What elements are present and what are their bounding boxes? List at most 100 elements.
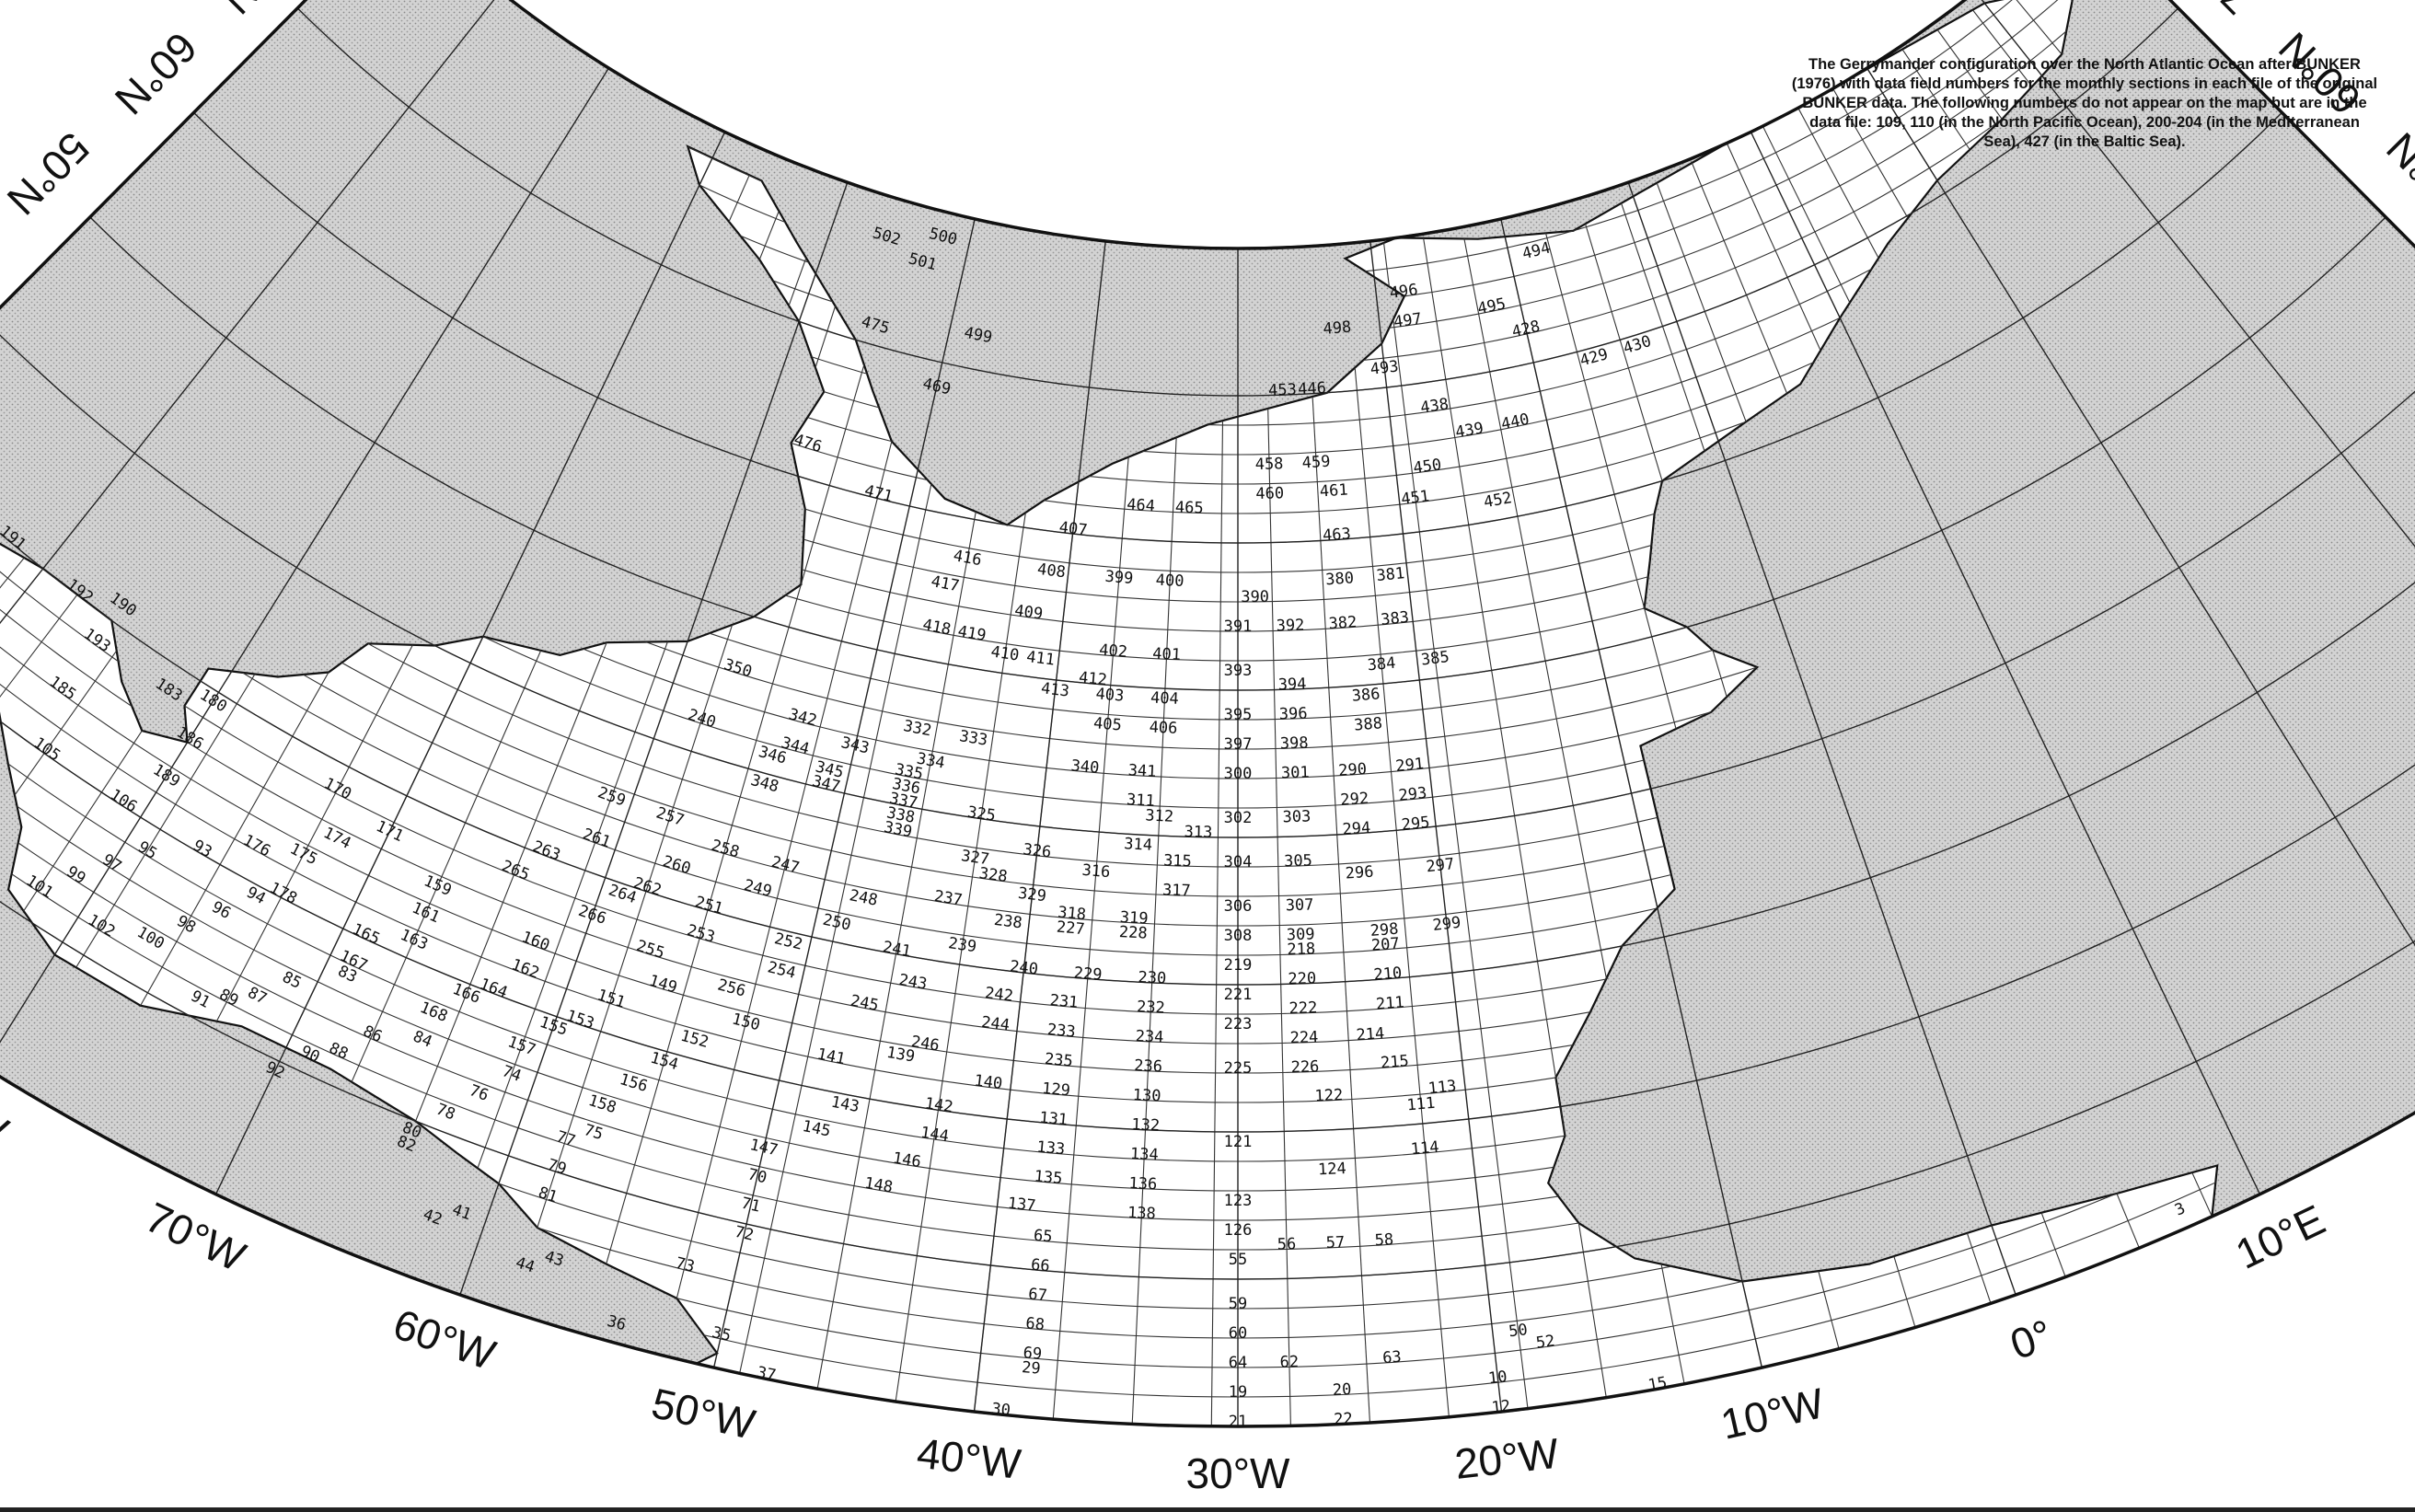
data-field-number: 12 bbox=[1491, 1397, 1512, 1417]
data-field-number: 146 bbox=[892, 1149, 922, 1172]
data-field-number: 135 bbox=[1034, 1167, 1063, 1188]
data-field-number: 292 bbox=[1340, 790, 1369, 810]
longitude-label: 50°W bbox=[647, 1379, 759, 1449]
data-field-number: 399 bbox=[1104, 568, 1134, 588]
data-field-number: 50 bbox=[1508, 1321, 1529, 1341]
data-field-number: 126 bbox=[1224, 1221, 1253, 1240]
data-field-number: 140 bbox=[973, 1072, 1003, 1094]
data-field-number: 63 bbox=[1382, 1348, 1403, 1368]
data-field-number: 67 bbox=[1027, 1285, 1047, 1305]
data-field-number: 215 bbox=[1380, 1052, 1409, 1072]
data-field-number: 144 bbox=[919, 1124, 950, 1146]
data-field-number: 220 bbox=[1288, 969, 1316, 988]
data-field-number: 224 bbox=[1289, 1028, 1318, 1047]
data-field-number: 405 bbox=[1092, 714, 1122, 734]
data-field-number: 123 bbox=[1224, 1192, 1253, 1210]
data-field-number: 225 bbox=[1224, 1059, 1253, 1078]
grid-line bbox=[0, 67, 609, 1068]
data-field-number: 340 bbox=[1070, 756, 1100, 778]
data-field-number: 138 bbox=[1127, 1204, 1157, 1223]
data-field-number: 211 bbox=[1375, 993, 1404, 1013]
data-field-number: 29 bbox=[1021, 1358, 1041, 1379]
data-field-number: 290 bbox=[1338, 760, 1368, 780]
data-field-number: 69 bbox=[1023, 1344, 1043, 1364]
data-field-number: 403 bbox=[1095, 685, 1125, 705]
data-field-number: 385 bbox=[1420, 648, 1450, 670]
data-field-number: 24 bbox=[1335, 1425, 1354, 1444]
longitude-label: 10°E bbox=[2228, 1195, 2332, 1278]
data-field-number: 221 bbox=[1224, 986, 1253, 1004]
data-field-number: 231 bbox=[1049, 991, 1079, 1012]
data-field-number: 463 bbox=[1322, 525, 1351, 545]
data-field-number: 132 bbox=[1131, 1115, 1161, 1135]
data-field-number: 136 bbox=[1128, 1174, 1158, 1194]
data-field-number: 66 bbox=[1030, 1256, 1050, 1276]
data-field-number: 402 bbox=[1098, 641, 1127, 662]
data-field-number: 131 bbox=[1038, 1109, 1068, 1130]
data-field-number: 60 bbox=[1229, 1324, 1247, 1343]
data-field-number: 38 bbox=[542, 1340, 565, 1363]
data-field-number: 234 bbox=[1135, 1027, 1164, 1046]
data-field-number: 228 bbox=[1118, 923, 1148, 943]
data-field-number: 465 bbox=[1175, 499, 1204, 518]
data-field-number: 70 bbox=[746, 1165, 768, 1187]
grid-line bbox=[1500, 218, 1763, 1368]
data-field-number: 303 bbox=[1282, 807, 1311, 826]
data-field-number: 142 bbox=[923, 1094, 953, 1116]
data-field-number: 59 bbox=[1229, 1295, 1247, 1313]
data-field-number: 246 bbox=[910, 1033, 941, 1056]
grid-line bbox=[1369, 240, 1503, 1413]
data-field-number: 381 bbox=[1376, 564, 1406, 585]
map-frame bbox=[0, 0, 2415, 1428]
data-field-number: 21 bbox=[1229, 1413, 1247, 1431]
data-field-number: 137 bbox=[1007, 1195, 1037, 1216]
data-field-number: 318 bbox=[1057, 904, 1086, 925]
coordinate-label: 50°N bbox=[0, 123, 98, 225]
data-field-number: 451 bbox=[1400, 487, 1430, 509]
data-field-number: 23 bbox=[1229, 1427, 1247, 1446]
data-field-number: 295 bbox=[1401, 814, 1431, 835]
data-field-number: 113 bbox=[1427, 1077, 1458, 1098]
data-field-number: 62 bbox=[1279, 1353, 1299, 1371]
data-field-number: 438 bbox=[1419, 395, 1450, 417]
data-field-number: 232 bbox=[1137, 998, 1166, 1017]
grid-line bbox=[459, 182, 849, 1296]
data-field-number: 307 bbox=[1285, 895, 1313, 915]
data-field-number: 237 bbox=[933, 887, 964, 910]
data-field-number: 407 bbox=[1058, 518, 1089, 539]
data-field-number: 461 bbox=[1319, 481, 1348, 502]
data-field-number: 297 bbox=[1426, 855, 1456, 876]
data-field-number: 207 bbox=[1370, 935, 1400, 955]
data-field-number: 380 bbox=[1325, 569, 1355, 589]
data-field-number: 317 bbox=[1162, 881, 1191, 900]
data-field-number: 35 bbox=[711, 1323, 733, 1345]
data-field-number: 382 bbox=[1328, 613, 1358, 633]
data-field-number: 238 bbox=[993, 911, 1023, 933]
data-field-number: 227 bbox=[1056, 918, 1085, 940]
data-field-number: 52 bbox=[1535, 1332, 1556, 1353]
data-field-number: 71 bbox=[740, 1195, 762, 1217]
data-field-number: 34 bbox=[1147, 1470, 1166, 1489]
data-field-number: 326 bbox=[1022, 840, 1052, 861]
data-field-number: 233 bbox=[1046, 1021, 1076, 1042]
data-field-number: 26 bbox=[1335, 1454, 1355, 1473]
data-field-number: 124 bbox=[1318, 1160, 1347, 1179]
data-field-number: 400 bbox=[1155, 571, 1184, 591]
data-field-number: 226 bbox=[1290, 1057, 1319, 1077]
data-field-number: 240 bbox=[1009, 957, 1039, 978]
data-field-number: 301 bbox=[1281, 763, 1310, 782]
data-field-number: 2 bbox=[2066, 1290, 2082, 1310]
data-field-number: 305 bbox=[1284, 851, 1312, 871]
data-field-number: 498 bbox=[1323, 318, 1352, 339]
longitude-label: 40°W bbox=[915, 1429, 1024, 1488]
data-field-number: 244 bbox=[980, 1013, 1011, 1035]
data-field-number: 242 bbox=[984, 984, 1014, 1006]
data-field-number: 398 bbox=[1280, 733, 1309, 753]
data-field-number: 229 bbox=[1073, 964, 1103, 984]
graticule bbox=[0, 0, 2415, 1426]
data-field-number: 383 bbox=[1380, 608, 1410, 629]
data-field-number: 460 bbox=[1255, 484, 1284, 503]
data-field-number: 22 bbox=[1334, 1410, 1353, 1429]
data-field-number: 294 bbox=[1342, 819, 1371, 839]
data-field-number: 293 bbox=[1398, 784, 1428, 805]
